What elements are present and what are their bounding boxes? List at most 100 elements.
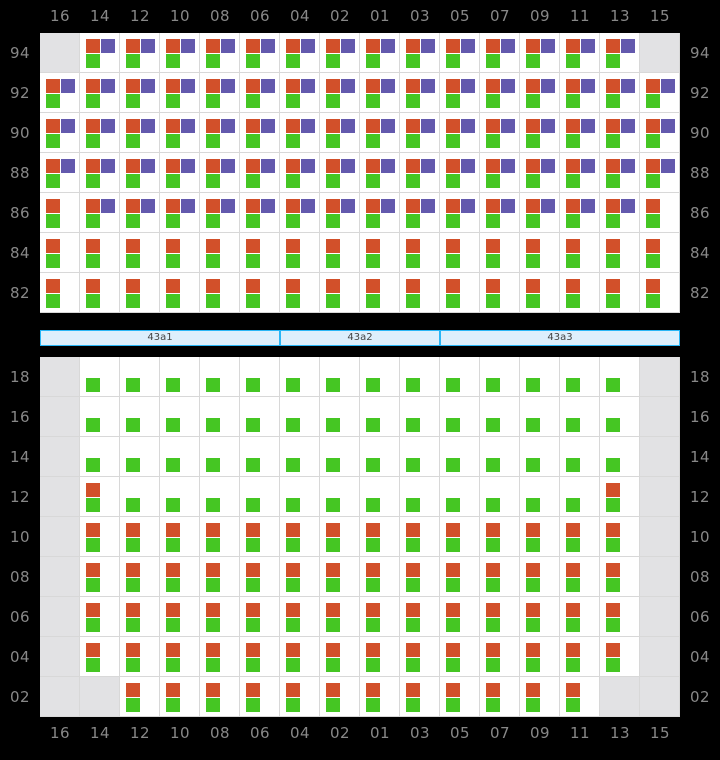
seat-cell[interactable] [360,517,400,557]
seat-cell[interactable] [160,677,200,717]
seat-cell[interactable] [200,397,240,437]
seat-cell[interactable] [600,73,640,113]
seat-cell[interactable] [560,397,600,437]
seat-cell[interactable] [520,73,560,113]
seat-cell[interactable] [240,637,280,677]
seat-cell[interactable] [360,397,400,437]
seat-cell[interactable] [400,233,440,273]
seat-cell[interactable] [360,357,400,397]
seat-cell[interactable] [200,477,240,517]
seat-cell[interactable] [600,477,640,517]
seat-cell[interactable] [80,437,120,477]
seat-cell[interactable] [240,233,280,273]
seat-cell[interactable] [80,637,120,677]
seat-cell[interactable] [440,233,480,273]
seat-cell[interactable] [440,637,480,677]
seat-cell[interactable] [440,357,480,397]
seat-cell[interactable] [80,357,120,397]
seat-cell[interactable] [80,73,120,113]
seat-cell[interactable] [520,193,560,233]
seat-cell[interactable] [360,677,400,717]
seat-cell[interactable] [440,517,480,557]
seat-cell[interactable] [440,597,480,637]
seat-cell[interactable] [480,637,520,677]
seat-cell[interactable] [240,677,280,717]
seat-cell[interactable] [40,233,80,273]
seat-cell[interactable] [200,357,240,397]
seat-cell[interactable] [240,437,280,477]
seat-cell[interactable] [440,273,480,313]
seat-cell[interactable] [360,477,400,517]
seat-cell[interactable] [600,153,640,193]
seat-cell[interactable] [480,437,520,477]
seat-cell[interactable] [520,517,560,557]
seat-cell[interactable] [600,557,640,597]
seat-cell[interactable] [520,397,560,437]
seat-cell[interactable] [320,357,360,397]
seat-cell[interactable] [360,193,400,233]
seat-cell[interactable] [520,113,560,153]
seat-cell[interactable] [120,193,160,233]
seat-cell[interactable] [320,73,360,113]
seat-cell[interactable] [280,437,320,477]
seat-cell[interactable] [520,233,560,273]
seat-cell[interactable] [320,113,360,153]
seat-cell[interactable] [200,637,240,677]
seat-cell[interactable] [600,517,640,557]
seat-cell[interactable] [280,677,320,717]
section-bars[interactable]: 43a1 43a2 43a3 [40,330,680,346]
seat-cell[interactable] [120,113,160,153]
seat-cell[interactable] [360,597,400,637]
seat-cell[interactable] [560,677,600,717]
seat-cell[interactable] [520,677,560,717]
seat-cell[interactable] [280,517,320,557]
seat-cell[interactable] [600,397,640,437]
seat-cell[interactable] [480,557,520,597]
seat-cell[interactable] [320,517,360,557]
seat-cell[interactable] [320,397,360,437]
seat-cell[interactable] [480,397,520,437]
seat-cell[interactable] [480,233,520,273]
seat-cell[interactable] [40,73,80,113]
seat-cell[interactable] [200,597,240,637]
seat-cell[interactable] [360,153,400,193]
seat-cell[interactable] [40,113,80,153]
section-bar-43a3[interactable]: 43a3 [440,330,680,346]
seat-cell[interactable] [440,193,480,233]
seat-cell[interactable] [120,637,160,677]
seat-cell[interactable] [520,437,560,477]
seat-cell[interactable] [320,33,360,73]
seat-cell[interactable] [160,477,200,517]
seat-cell[interactable] [160,33,200,73]
seat-cell[interactable] [280,477,320,517]
seat-cell[interactable] [400,597,440,637]
seat-cell[interactable] [280,193,320,233]
seat-cell[interactable] [40,273,80,313]
seat-cell[interactable] [160,637,200,677]
seat-cell[interactable] [480,33,520,73]
seat-cell[interactable] [280,357,320,397]
seat-cell[interactable] [80,517,120,557]
seat-cell[interactable] [400,357,440,397]
seat-cell[interactable] [200,193,240,233]
seat-cell[interactable] [240,153,280,193]
section-bar-43a2[interactable]: 43a2 [280,330,440,346]
seat-cell[interactable] [160,357,200,397]
seat-cell[interactable] [400,153,440,193]
seat-cell[interactable] [640,193,680,233]
seat-cell[interactable] [200,677,240,717]
seat-cell[interactable] [80,273,120,313]
seat-cell[interactable] [520,637,560,677]
seat-cell[interactable] [400,517,440,557]
seat-cell[interactable] [520,557,560,597]
seat-cell[interactable] [40,193,80,233]
seat-cell[interactable] [120,357,160,397]
seat-cell[interactable] [480,73,520,113]
seat-cell[interactable] [320,477,360,517]
seat-cell[interactable] [160,113,200,153]
seat-cell[interactable] [560,193,600,233]
seat-cell[interactable] [200,437,240,477]
seat-cell[interactable] [600,357,640,397]
seat-cell[interactable] [640,73,680,113]
seat-cell[interactable] [360,113,400,153]
